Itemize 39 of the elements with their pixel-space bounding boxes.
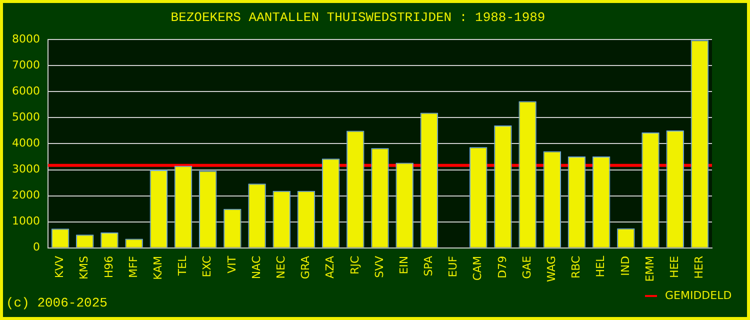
x-tick-label: NAC bbox=[250, 256, 263, 280]
x-tick-label: EIN bbox=[397, 256, 410, 274]
x-tick-label: TEL bbox=[176, 255, 190, 277]
text: (c) 2006-2025 bbox=[6, 295, 108, 310]
x-tick-label: EUF bbox=[446, 256, 460, 278]
x-tick-label: AZA bbox=[324, 255, 337, 278]
x-tick-label: RBC bbox=[570, 256, 583, 279]
x-tick-label: EMM bbox=[643, 256, 656, 282]
x-tick-label: RJC bbox=[348, 256, 362, 274]
y-tick-label: 0 bbox=[32, 240, 40, 254]
y-tick-label: 4000 bbox=[12, 136, 40, 150]
x-tick-label: MFF bbox=[126, 256, 140, 278]
x-tick-label: KMS bbox=[78, 256, 91, 280]
x-tick-label: HEE bbox=[668, 256, 681, 278]
x-tick-label: CAM bbox=[471, 256, 484, 281]
y-tick-label: 8000 bbox=[12, 32, 40, 46]
x-tick-label: KAM bbox=[152, 256, 165, 280]
y-tick-label: 1000 bbox=[12, 214, 40, 228]
x-tick-label: HEL bbox=[594, 255, 608, 278]
x-tick-label: GAE bbox=[520, 256, 534, 279]
y-tick-label: 7000 bbox=[12, 58, 40, 72]
x-tick-label: WAG bbox=[545, 256, 558, 282]
x-tick-label: H96 bbox=[102, 256, 116, 278]
y-tick-label: 3000 bbox=[12, 162, 40, 176]
y-tick-label: 5000 bbox=[12, 110, 40, 124]
x-tick-label: SVV bbox=[372, 255, 386, 278]
chart-title: BEZOEKERS AANTALLEN THUISWEDSTRIJDEN : 1988-1989 bbox=[170, 10, 546, 26]
y-tick-label: 2000 bbox=[12, 188, 40, 202]
y-tick-label: 6000 bbox=[12, 84, 40, 98]
x-tick-label: VIT bbox=[225, 256, 238, 274]
x-tick-label: SPA bbox=[422, 255, 436, 276]
x-tick-label: NEC bbox=[274, 256, 288, 279]
x-tick-label: KVV bbox=[53, 255, 66, 278]
x-tick-label: GRA bbox=[299, 255, 312, 280]
x-tick-label: IND bbox=[618, 256, 632, 276]
x-tick-label: HER bbox=[692, 256, 706, 279]
x-tick-label: D79 bbox=[496, 256, 509, 278]
legend-label: GEMIDDELD bbox=[665, 288, 732, 302]
x-tick-label: EXC bbox=[200, 256, 214, 278]
